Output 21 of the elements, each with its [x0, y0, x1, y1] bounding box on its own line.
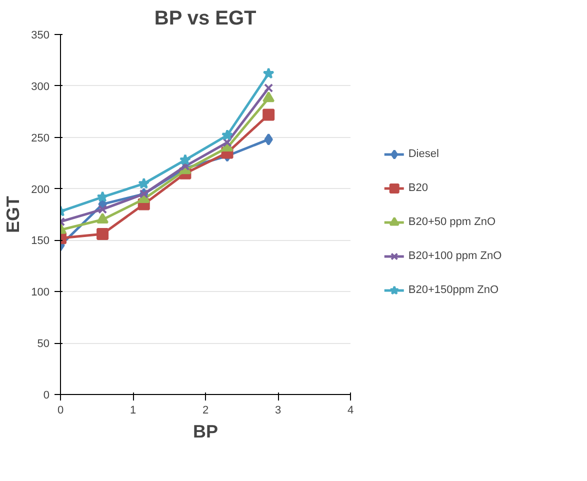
legend-label: B20 [408, 182, 428, 194]
y-tick-label: 250 [31, 132, 50, 144]
x-tick-label: 3 [274, 404, 282, 416]
legend-label: B20+100 ppm ZnO [408, 250, 502, 262]
y-tick-label: 150 [31, 235, 50, 248]
y-tick-label: 300 [31, 80, 50, 93]
y-tick-label: 350 [31, 30, 50, 42]
y-tick-label: 0 [43, 390, 50, 402]
legend-label: Diesel [408, 148, 439, 160]
x-tick-label: 1 [130, 404, 136, 416]
x-tick-label: 4 [347, 404, 354, 416]
y-tick-label: 200 [31, 184, 50, 196]
legend-label: B20+50 ppm ZnO [408, 216, 496, 228]
x-axis-title: BP [193, 422, 218, 442]
chart-title: BP vs EGT [154, 8, 256, 30]
x-tick-label: 0 [57, 404, 64, 416]
legend-label: B20+150ppm ZnO [408, 284, 499, 296]
y-tick-label: 50 [37, 338, 50, 350]
x-tick-label: 2 [202, 404, 209, 416]
y-tick-label: 100 [31, 286, 50, 299]
y-axis-title: EGT [3, 196, 24, 233]
